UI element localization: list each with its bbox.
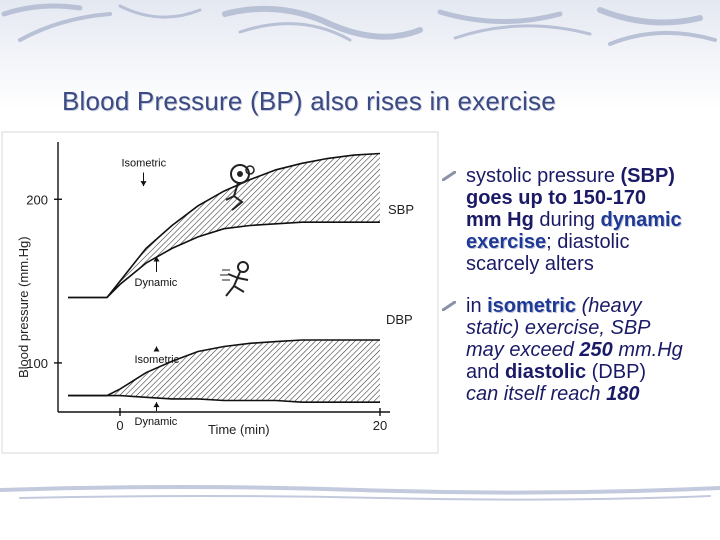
bullet-line: can itself reach 180 [466, 383, 720, 405]
annotation-label: Isometric [122, 158, 167, 170]
chart-ylabel: Blood pressure (mm.Hg) [16, 236, 31, 378]
x-tick-label: 0 [116, 418, 123, 433]
annotation-label: Isometric [135, 354, 180, 366]
bullet-line: scarcely alters [466, 253, 720, 275]
bullet-text-run: mm.Hg [612, 339, 683, 361]
bullet-text-run: scarcely alters [466, 253, 594, 275]
bullet-item-isometric: in isometric (heavy static) exercise, SBP… [442, 295, 720, 405]
sbp-band [68, 153, 380, 298]
header-decoration [1, 3, 717, 46]
slide-title: Blood Pressure (BP) also rises in exerci… [62, 86, 556, 116]
bullet-text-run: (heavy [576, 295, 642, 317]
series-line-0 [68, 152, 381, 299]
bullet-line: may exceed 250 mm.Hg [466, 339, 720, 361]
bullet-line: goes up to 150-170 [466, 187, 720, 209]
series-line-3 [68, 394, 380, 403]
bullet-text-run: and [466, 361, 505, 383]
bullet-text-run: diastolic [504, 361, 587, 383]
bullet-line: mm Hg during dynamic [466, 209, 720, 231]
bullet-text-run: during [533, 209, 601, 231]
bullet-text-run: ; diastolic [546, 231, 630, 253]
series-label-dbp: DBP [386, 312, 413, 327]
series-line-2 [68, 339, 380, 397]
x-tick-label: 20 [373, 418, 387, 433]
bullet-line: exercise; diastolic [466, 231, 720, 253]
annotation-label: Dynamic [135, 416, 178, 428]
bullet-line: static) exercise, SBP [466, 317, 720, 339]
bullet-marker-icon [442, 301, 456, 311]
footer-decoration [0, 485, 720, 501]
bullet-line: and diastolic (DBP) [466, 361, 720, 383]
bullet-text-run: (SBP) [620, 165, 675, 187]
bullet-text-run: exercise [466, 231, 547, 253]
bullet-text-run: dynamic [600, 209, 682, 231]
blood-pressure-chart: 100 200 0 20 Isometric Dynamic Isometric Dynam… [1, 131, 439, 454]
bullet-text-run: in [466, 295, 488, 317]
bullet-text-run: may exceed [466, 339, 580, 361]
y-tick-label: 100 [26, 356, 48, 371]
bullet-text-run: goes up to 150-170 [466, 187, 647, 209]
series-line-1 [68, 221, 380, 299]
bullet-text-run: static) exercise, SBP [466, 317, 651, 339]
series-label-sbp: SBP [388, 202, 414, 217]
bullet-text-run: mm Hg [466, 209, 534, 231]
annotation-arrowhead [153, 256, 160, 262]
bullet-text-run: 250 [579, 339, 613, 361]
bullet-item-dynamic: systolic pressure (SBP) goes up to 150-17… [442, 165, 720, 275]
y-tick-label: 200 [26, 192, 48, 207]
annotation-arrowhead [140, 181, 147, 187]
bullet-text-run: (DBP) [586, 361, 647, 383]
dynamic-runner-icon [220, 261, 249, 297]
bullet-text-run: isometric [487, 295, 577, 317]
annotation-arrowhead [153, 402, 160, 408]
bullet-text-run: 180 [606, 383, 640, 405]
chart-xlabel: Time (min) [208, 422, 270, 437]
annotation-label: Dynamic [135, 277, 178, 289]
bullet-text-run: systolic pressure [466, 165, 621, 187]
bullet-marker-icon [442, 171, 456, 181]
bullet-list: systolic pressure (SBP) goes up to 150-17… [442, 165, 720, 425]
bullet-text-run: can itself reach [466, 383, 607, 405]
isometric-exerciser-icon [225, 164, 255, 211]
dbp-band [68, 340, 380, 403]
annotation-arrowhead [153, 346, 160, 352]
bullet-line: in isometric (heavy [466, 295, 720, 317]
bullet-line: systolic pressure (SBP) [466, 165, 720, 187]
